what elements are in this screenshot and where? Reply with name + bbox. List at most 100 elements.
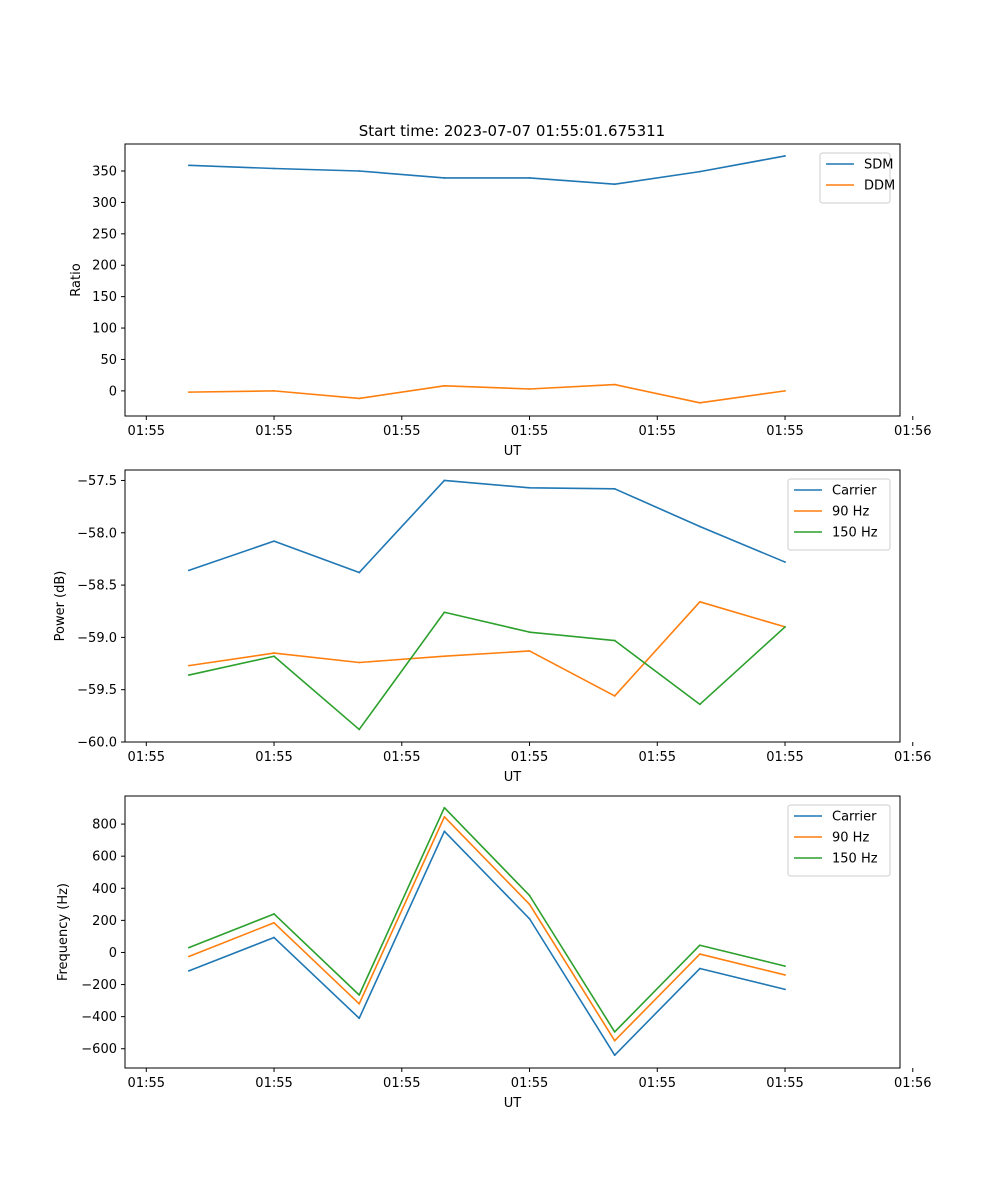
x-tick-label: 01:56 — [894, 750, 931, 765]
data-point — [528, 388, 531, 390]
data-point — [187, 674, 190, 676]
data-point — [443, 815, 446, 818]
data-point — [528, 650, 531, 652]
y-tick-label: −600 — [81, 1042, 117, 1057]
y-tick-label: 800 — [92, 818, 117, 833]
x-tick-label: 01:55 — [383, 750, 420, 765]
x-tick-label: 01:55 — [766, 424, 803, 439]
axes-frame — [124, 469, 901, 743]
x-tick-label: 01:55 — [128, 750, 165, 765]
data-point — [273, 167, 275, 170]
y-tick-label: 150 — [92, 290, 117, 305]
data-point — [613, 183, 616, 186]
x-tick-label: 01:55 — [128, 424, 165, 439]
data-point — [443, 830, 446, 833]
legend-label: 150 Hz — [832, 526, 878, 541]
series-line-sdm — [188, 155, 786, 185]
data-point — [273, 936, 275, 939]
x-tick-label: 01:55 — [128, 1076, 165, 1091]
y-tick-label: 350 — [92, 165, 117, 180]
series-line-ddm — [188, 383, 786, 404]
y-axis-label: Ratio — [69, 263, 84, 296]
x-tick-label: 01:55 — [383, 1076, 420, 1091]
data-point — [784, 988, 786, 991]
x-tick-label: 01:55 — [255, 424, 292, 439]
x-tick-label: 01:56 — [894, 1076, 931, 1091]
y-tick-label: 50 — [100, 353, 117, 368]
y-tick-label: 200 — [92, 914, 117, 929]
y-tick-label: 600 — [92, 850, 117, 865]
plot-1: 01:55 01:55 01:55 01:55 01:55 01:55 01:56 0 50 10… — [69, 143, 932, 459]
data-point — [443, 384, 446, 387]
data-point — [273, 540, 275, 543]
data-point — [273, 389, 275, 392]
data-point — [187, 970, 190, 972]
legend-label: 90 Hz — [832, 831, 869, 846]
legend-label: Carrier — [832, 810, 877, 825]
y-tick-label: −200 — [81, 978, 117, 993]
data-point — [273, 655, 275, 658]
data-point — [613, 695, 616, 697]
data-point — [443, 611, 446, 614]
data-point — [698, 967, 701, 970]
plot-3: 01:55 01:55 01:55 01:55 01:55 01:55 01:56 −600 −… — [56, 795, 932, 1111]
data-point — [528, 917, 531, 920]
data-point — [187, 946, 190, 949]
data-point — [698, 401, 701, 404]
y-tick-label: 0 — [109, 946, 117, 961]
axes-frame — [124, 795, 901, 1069]
data-point — [698, 600, 701, 603]
x-tick-label: 01:55 — [511, 1076, 548, 1091]
data-point — [273, 652, 275, 654]
data-point — [443, 479, 446, 482]
data-point — [613, 639, 616, 642]
data-point — [358, 1002, 361, 1005]
data-point — [528, 631, 531, 634]
x-tick-label: 01:55 — [639, 424, 676, 439]
figure-title: Start time: 2023-07-07 01:55:01.675311 — [359, 122, 665, 140]
data-point — [784, 389, 786, 392]
x-tick-label: 01:55 — [383, 424, 420, 439]
y-axis-label: Frequency (Hz) — [56, 883, 71, 981]
data-point — [698, 525, 701, 528]
data-point — [187, 664, 190, 667]
y-tick-label: 300 — [92, 196, 117, 211]
data-point — [187, 569, 190, 572]
x-tick-label: 01:55 — [511, 424, 548, 439]
data-point — [613, 487, 616, 490]
legend-box — [819, 152, 891, 204]
data-point — [528, 894, 531, 897]
series-line-90-hz — [188, 601, 786, 697]
legend-label: 150 Hz — [832, 852, 878, 867]
data-point — [187, 164, 190, 167]
y-axis-label: Power (dB) — [53, 571, 68, 642]
data-point — [698, 703, 701, 706]
data-point — [358, 661, 361, 664]
data-point — [358, 397, 361, 400]
y-tick-label: 400 — [92, 882, 117, 897]
y-tick-label: −400 — [81, 1010, 117, 1025]
data-point — [358, 170, 361, 172]
y-tick-label: −59.5 — [77, 683, 117, 698]
legend: Carrier 90 Hz 150 Hz — [787, 804, 891, 877]
x-tick-label: 01:55 — [639, 750, 676, 765]
x-tick-label: 01:55 — [255, 1076, 292, 1091]
data-point — [613, 1030, 616, 1033]
legend-label: DDM — [864, 179, 895, 194]
legend: Carrier 90 Hz 150 Hz — [787, 478, 891, 551]
legend: SDM DDM — [819, 152, 895, 204]
legend-label: 90 Hz — [832, 505, 869, 520]
data-point — [613, 1039, 616, 1042]
data-point — [273, 913, 275, 915]
data-point — [528, 177, 531, 179]
series-line-150-hz — [188, 806, 786, 1033]
legend-label: Carrier — [832, 484, 877, 499]
series-line-150-hz — [188, 611, 786, 731]
x-axis-label: UT — [504, 444, 522, 459]
y-tick-label: 250 — [92, 227, 117, 242]
x-tick-label: 01:55 — [255, 750, 292, 765]
data-point — [698, 944, 701, 947]
data-point — [613, 1054, 616, 1057]
y-tick-label: −59.0 — [77, 631, 117, 646]
